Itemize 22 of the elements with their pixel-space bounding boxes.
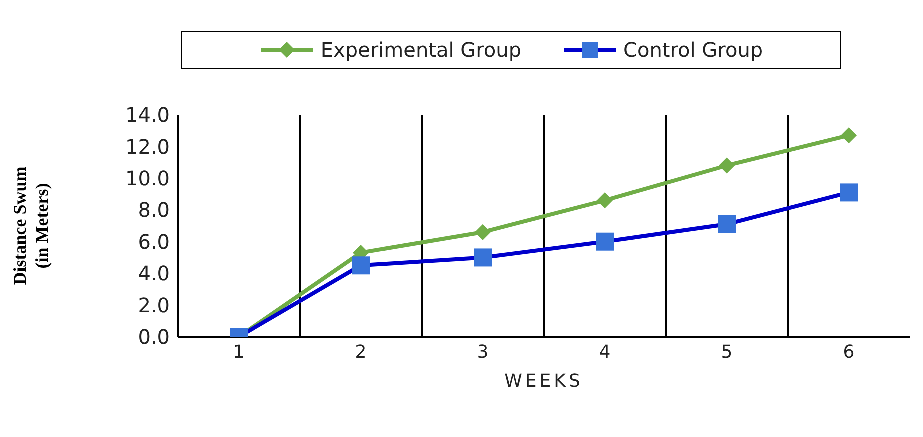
y-tick-label: 4.0 (138, 262, 170, 286)
y-axis-title: Distance Swum (in Meters) (10, 166, 52, 286)
x-tick-label: 3 (477, 342, 489, 363)
x-tick-label: 6 (843, 342, 855, 363)
x-tick-label: 1 (233, 342, 245, 363)
point (475, 224, 491, 240)
y-tick-label: 0.0 (138, 325, 170, 350)
x-tick-label: 2 (355, 342, 367, 363)
legend-label: Experimental Group (320, 38, 522, 62)
y-tick-label: 12.0 (125, 134, 170, 159)
y-tick-label: 8.0 (138, 198, 170, 222)
point (719, 158, 735, 174)
y-tick-label: 6.0 (138, 230, 170, 254)
y-tick-label: 14.0 (125, 103, 170, 128)
legend-label: Control Group (624, 38, 764, 62)
x-tick-label: 5 (721, 342, 733, 363)
x-tick-label: 4 (599, 342, 611, 363)
y-tick-label: 2.0 (138, 293, 170, 318)
x-axis-title: WEEKS (504, 371, 584, 392)
y-tick-label: 10.0 (125, 166, 170, 191)
point (597, 192, 613, 209)
point (841, 128, 857, 144)
